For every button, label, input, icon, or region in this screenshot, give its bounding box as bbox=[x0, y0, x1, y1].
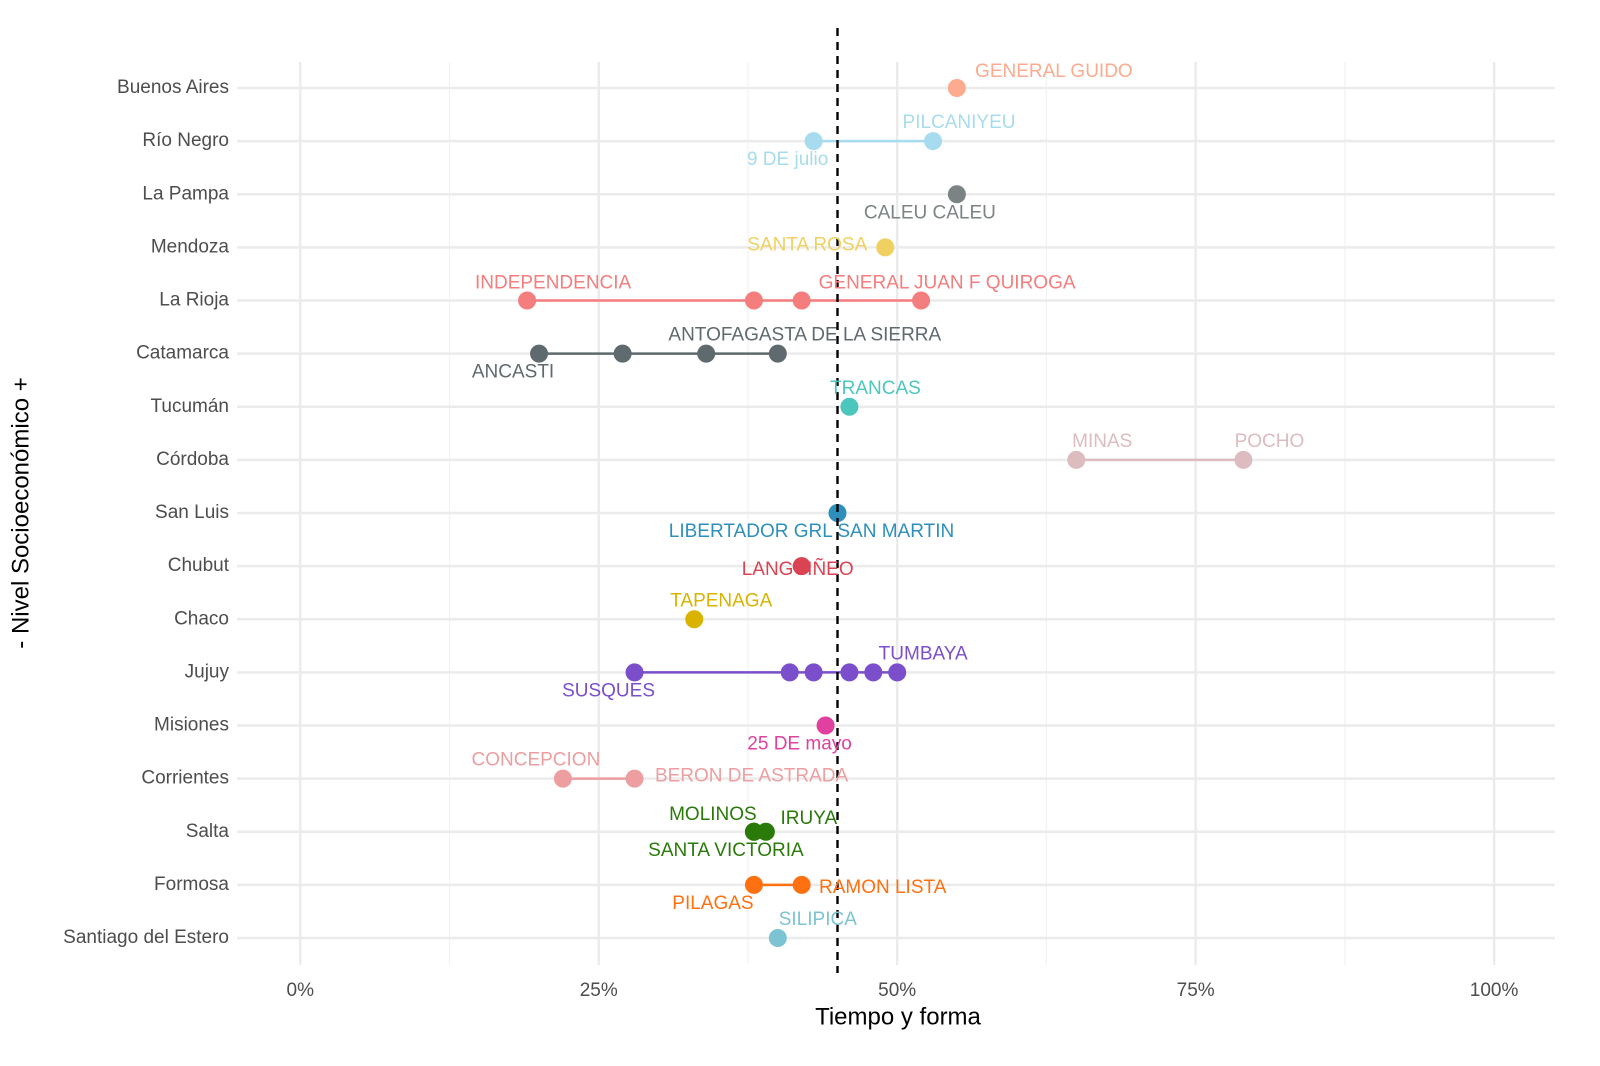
dot bbox=[804, 663, 823, 682]
point-label: RAMON LISTA bbox=[819, 877, 947, 898]
point-label: MOLINOS bbox=[669, 804, 757, 825]
dot bbox=[530, 344, 549, 363]
dot bbox=[685, 610, 704, 629]
point-label: CONCEPCION bbox=[472, 750, 601, 771]
dot bbox=[912, 291, 931, 310]
y-tick-label: Córdoba bbox=[156, 449, 229, 470]
point-label: TUMBAYA bbox=[879, 643, 968, 664]
point-label: INDEPENDENCIA bbox=[475, 273, 632, 294]
y-tick-label: Santiago del Estero bbox=[63, 927, 229, 948]
point-label: IRUYA bbox=[781, 808, 838, 829]
point-label: SILIPICA bbox=[779, 909, 857, 930]
y-tick-label: Catamarca bbox=[136, 343, 229, 364]
dot bbox=[947, 79, 966, 97]
y-tick-label: Tucumán bbox=[151, 396, 230, 417]
point-label: PILCANIYEU bbox=[903, 112, 1016, 133]
point-label: POCHO bbox=[1235, 431, 1305, 452]
point-label: LANGUIÑEO bbox=[742, 558, 854, 580]
dot bbox=[780, 663, 799, 682]
y-tick-label: San Luis bbox=[155, 502, 229, 523]
dot bbox=[864, 663, 883, 682]
dot bbox=[840, 397, 859, 416]
x-tick-label: 100% bbox=[1470, 980, 1519, 1001]
dot bbox=[1234, 450, 1253, 469]
dot bbox=[888, 663, 907, 682]
point-label: SANTA VICTORIA bbox=[648, 840, 804, 861]
dot bbox=[613, 344, 632, 363]
y-tick-label: Misiones bbox=[154, 715, 229, 736]
y-tick-label: Buenos Aires bbox=[117, 77, 229, 98]
y-tick-label: Jujuy bbox=[185, 661, 230, 682]
point-label: ANCASTI bbox=[472, 362, 554, 383]
dot bbox=[625, 663, 644, 682]
point-label: PILAGAS bbox=[672, 893, 753, 914]
dot bbox=[792, 557, 811, 576]
dot bbox=[744, 291, 763, 310]
point-label: ANTOFAGASTA DE LA SIERRA bbox=[668, 325, 941, 346]
y-tick-label: Salta bbox=[186, 821, 230, 842]
x-tick-label: 25% bbox=[580, 980, 618, 1001]
y-tick-label: Corrientes bbox=[141, 768, 229, 789]
y-tick-label: La Rioja bbox=[159, 290, 229, 311]
x-tick-label: 0% bbox=[287, 980, 315, 1001]
dot bbox=[518, 291, 537, 310]
dot bbox=[768, 344, 787, 363]
dot bbox=[625, 769, 644, 788]
point-label: BERON DE ASTRADA bbox=[655, 766, 849, 787]
x-tick-label: 50% bbox=[878, 980, 916, 1001]
dot bbox=[792, 291, 811, 310]
point-label: MINAS bbox=[1072, 431, 1132, 452]
y-tick-label: La Pampa bbox=[142, 183, 229, 204]
dot bbox=[792, 875, 811, 894]
x-axis-title: Tiempo y forma bbox=[815, 1003, 981, 1030]
dot bbox=[1067, 450, 1086, 469]
dot bbox=[697, 344, 716, 363]
point-label: TRANCAS bbox=[830, 378, 921, 399]
point-label: GENERAL GUIDO bbox=[975, 61, 1133, 82]
dot bbox=[828, 504, 847, 522]
dot bbox=[924, 132, 943, 151]
dot bbox=[553, 769, 572, 788]
dot bbox=[768, 929, 787, 947]
dot bbox=[804, 132, 823, 151]
y-tick-label: Río Negro bbox=[142, 130, 229, 151]
dot bbox=[840, 663, 859, 682]
y-tick-label: Mendoza bbox=[151, 236, 230, 257]
y-axis-title: - Nivel Socioeconómico + bbox=[7, 377, 34, 648]
dot bbox=[744, 875, 763, 894]
point-label: CALEU CALEU bbox=[864, 202, 996, 223]
point-label: 9 DE julio bbox=[747, 149, 828, 170]
point-label: LIBERTADOR GRL SAN MARTIN bbox=[669, 521, 954, 542]
y-tick-label: Chubut bbox=[168, 555, 230, 576]
point-label: SANTA ROSA bbox=[747, 234, 867, 255]
dot bbox=[876, 238, 895, 257]
dot bbox=[756, 822, 775, 841]
dot bbox=[947, 185, 966, 204]
y-tick-label: Chaco bbox=[174, 608, 229, 629]
point-label: 25 DE mayo bbox=[747, 734, 852, 755]
x-tick-label: 75% bbox=[1177, 980, 1215, 1001]
y-tick-label: Formosa bbox=[154, 874, 229, 895]
point-label: SUSQUES bbox=[562, 680, 655, 701]
dot bbox=[816, 716, 835, 735]
point-label: TAPENAGA bbox=[670, 590, 772, 611]
point-label: GENERAL JUAN F QUIROGA bbox=[819, 273, 1076, 294]
